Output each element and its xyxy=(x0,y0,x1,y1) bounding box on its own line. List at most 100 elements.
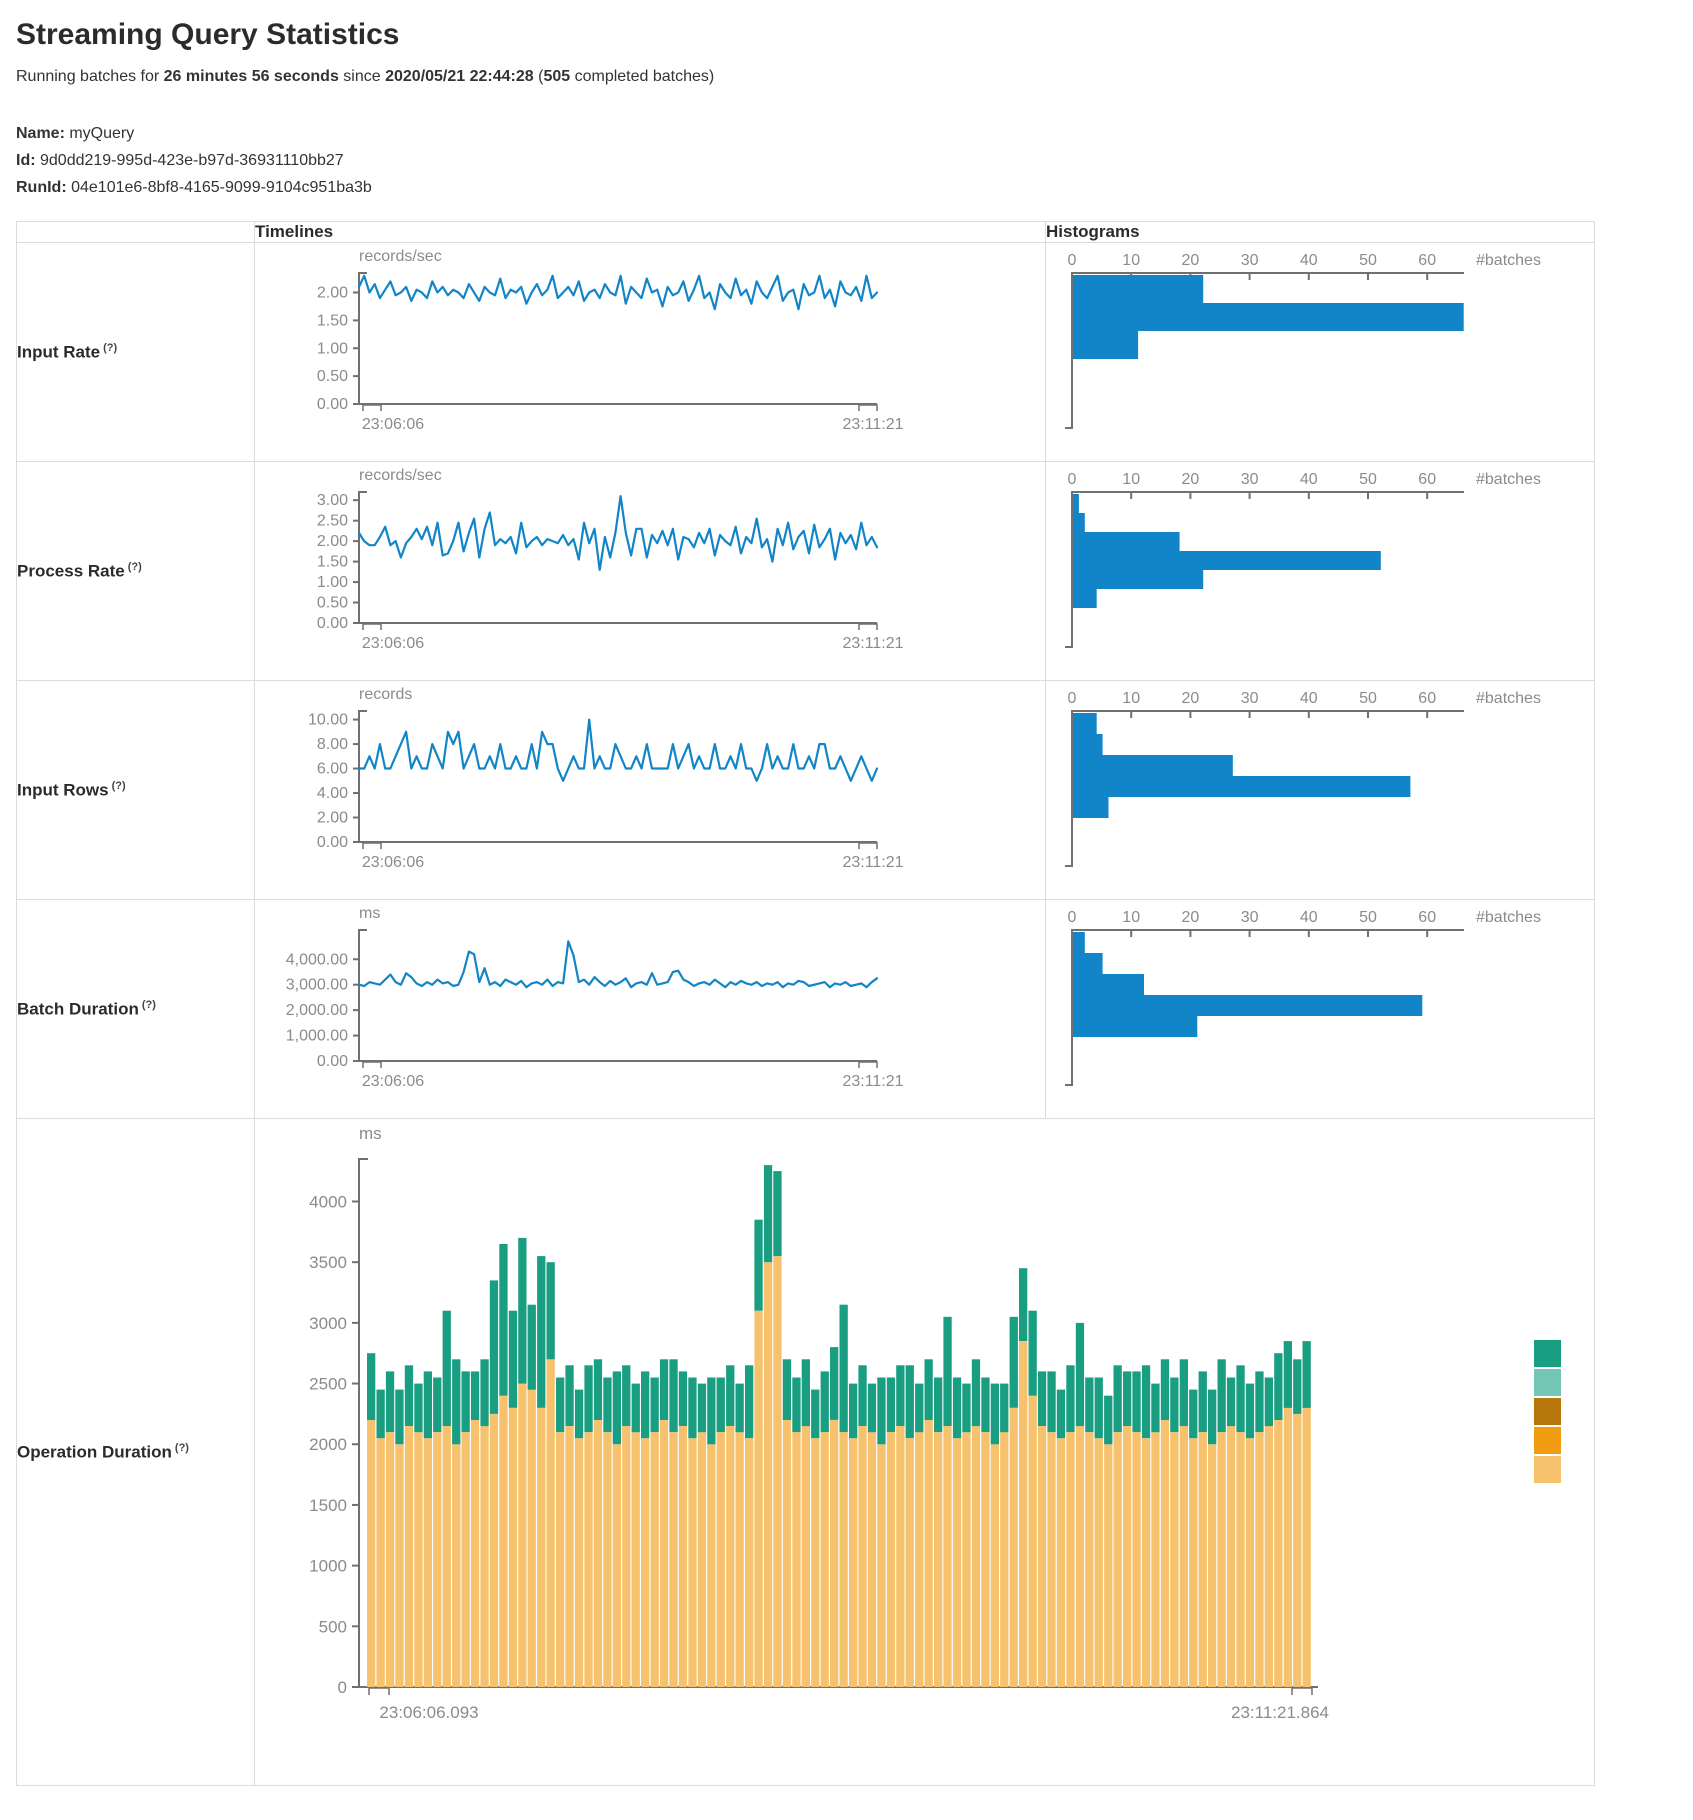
operation-duration-label-cell: Operation Duration (?) xyxy=(16,1118,255,1786)
legend-swatch-brown xyxy=(1534,1398,1561,1425)
input-rate-help-icon[interactable]: (?) xyxy=(103,341,118,354)
name-value: myQuery xyxy=(64,125,135,142)
statistics-table: Timelines Histograms Input Rate (?) recor… xyxy=(16,221,1595,1786)
start-timestamp: 2020/05/21 22:44:28 xyxy=(385,68,534,85)
svg-text:20: 20 xyxy=(1182,252,1200,269)
svg-text:60: 60 xyxy=(1418,909,1436,926)
page-title: Streaming Query Statistics xyxy=(16,18,400,51)
runid-value: 04e101e6-8bf8-4165-9099-9104c951ba3b xyxy=(66,179,372,196)
svg-text:23:11:21: 23:11:21 xyxy=(842,416,903,433)
svg-text:50: 50 xyxy=(1359,909,1377,926)
svg-text:#batches: #batches xyxy=(1476,471,1541,488)
svg-text:0: 0 xyxy=(1068,471,1077,488)
svg-text:60: 60 xyxy=(1418,690,1436,707)
operation-duration-stacked-chart: ms 0 500 1000 1500 2000 2500 3000 3500 4000 23:06:… xyxy=(255,1119,1594,1785)
running-duration: 26 minutes 56 seconds xyxy=(163,68,339,85)
svg-text:0.50: 0.50 xyxy=(317,595,348,612)
svg-text:50: 50 xyxy=(1359,252,1377,269)
operation-duration-legend xyxy=(1534,1340,1563,1485)
histograms-column-header: Histograms xyxy=(1045,221,1595,243)
query-runid-row: RunId: 04e101e6-8bf8-4165-9099-9104c951b… xyxy=(16,174,1677,201)
svg-text:30: 30 xyxy=(1241,690,1259,707)
svg-text:3000: 3000 xyxy=(309,1314,347,1333)
id-label: Id: xyxy=(16,152,36,169)
svg-text:40: 40 xyxy=(1300,252,1318,269)
svg-text:60: 60 xyxy=(1418,471,1436,488)
svg-text:10: 10 xyxy=(1122,909,1140,926)
svg-text:#batches: #batches xyxy=(1476,909,1541,926)
input-rows-label: Input Rows xyxy=(17,780,109,800)
svg-text:1,000.00: 1,000.00 xyxy=(286,1028,348,1045)
svg-text:40: 40 xyxy=(1300,690,1318,707)
process-rate-help-icon[interactable]: (?) xyxy=(127,560,142,573)
process-rate-row: Process Rate (?) records/sec 0.00 0.50 1.00 1… xyxy=(16,461,1595,681)
svg-text:2500: 2500 xyxy=(309,1375,347,1394)
summary-middle: since xyxy=(338,68,386,85)
svg-text:10: 10 xyxy=(1122,252,1140,269)
svg-text:23:06:06: 23:06:06 xyxy=(362,635,424,652)
input-rate-label: Input Rate xyxy=(17,342,101,362)
operation-duration-label: Operation Duration xyxy=(17,1442,172,1462)
process-rate-label: Process Rate xyxy=(17,561,125,581)
operation-duration-help-icon[interactable]: (?) xyxy=(174,1441,189,1454)
query-metadata: Name: myQuery Id: 9d0dd219-995d-423e-b97… xyxy=(16,120,1677,201)
completed-batches-count: 505 xyxy=(543,68,571,85)
svg-text:0.00: 0.00 xyxy=(317,396,348,413)
summary-prefix: Running batches for xyxy=(16,68,164,85)
name-label: Name: xyxy=(16,125,65,142)
svg-text:20: 20 xyxy=(1182,471,1200,488)
svg-text:50: 50 xyxy=(1359,690,1377,707)
svg-text:records/sec: records/sec xyxy=(359,248,442,265)
input-rows-help-icon[interactable]: (?) xyxy=(111,779,126,792)
svg-text:0.00: 0.00 xyxy=(317,834,348,851)
svg-text:#batches: #batches xyxy=(1476,252,1541,269)
svg-text:40: 40 xyxy=(1300,909,1318,926)
svg-text:1500: 1500 xyxy=(309,1496,347,1515)
svg-text:1.00: 1.00 xyxy=(317,574,348,591)
query-name-row: Name: myQuery xyxy=(16,120,1677,147)
paren-open: ( xyxy=(533,68,544,85)
process-rate-label-cell: Process Rate (?) xyxy=(16,461,255,681)
svg-text:0.50: 0.50 xyxy=(317,368,348,385)
svg-text:30: 30 xyxy=(1241,252,1259,269)
input-rate-timeline-chart: records/sec 0.00 0.50 1.00 1.50 2.00 23:06:06 2… xyxy=(254,242,1046,462)
svg-text:2.00: 2.00 xyxy=(317,810,348,827)
svg-text:records/sec: records/sec xyxy=(359,467,442,484)
svg-text:30: 30 xyxy=(1241,909,1259,926)
input-rows-timeline-chart: records 0.00 2.00 4.00 6.00 8.00 10.00 23:06:06… xyxy=(254,680,1046,900)
svg-text:1.00: 1.00 xyxy=(317,340,348,357)
header-empty-cell xyxy=(16,221,255,243)
process-rate-timeline-chart: records/sec 0.00 0.50 1.00 1.50 2.00 2.50 3.00 2… xyxy=(254,461,1046,681)
summary-suffix: completed batches) xyxy=(570,68,715,85)
svg-text:2,000.00: 2,000.00 xyxy=(286,1002,348,1019)
operation-duration-chart-cell: ms 0 500 1000 1500 2000 2500 3000 3500 4000 23:06:… xyxy=(254,1118,1595,1786)
operation-duration-row: Operation Duration (?) ms 0 500 1000 1500 2000… xyxy=(16,1118,1595,1786)
svg-text:#batches: #batches xyxy=(1476,690,1541,707)
svg-text:30: 30 xyxy=(1241,471,1259,488)
timelines-column-header: Timelines xyxy=(254,221,1046,243)
svg-text:8.00: 8.00 xyxy=(317,736,348,753)
svg-text:2.50: 2.50 xyxy=(317,513,348,530)
svg-text:4000: 4000 xyxy=(309,1192,347,1211)
svg-text:10: 10 xyxy=(1122,690,1140,707)
input-rate-label-cell: Input Rate (?) xyxy=(16,242,255,462)
svg-text:23:11:21: 23:11:21 xyxy=(842,1073,903,1090)
svg-text:1.50: 1.50 xyxy=(317,554,348,571)
input-rows-histogram-chart: 0 10 20 30 40 50 60 #batches xyxy=(1045,680,1595,900)
svg-text:3,000.00: 3,000.00 xyxy=(286,977,348,994)
process-rate-histogram-chart: 0 10 20 30 40 50 60 #batches xyxy=(1045,461,1595,681)
batch-duration-label-cell: Batch Duration (?) xyxy=(16,899,255,1119)
svg-text:3.00: 3.00 xyxy=(317,492,348,509)
svg-text:10.00: 10.00 xyxy=(308,712,348,729)
svg-text:ms: ms xyxy=(359,1124,382,1143)
svg-text:0: 0 xyxy=(338,1678,347,1697)
svg-text:2.00: 2.00 xyxy=(317,533,348,550)
svg-text:23:11:21: 23:11:21 xyxy=(842,635,903,652)
svg-text:1000: 1000 xyxy=(309,1557,347,1576)
svg-text:20: 20 xyxy=(1182,690,1200,707)
svg-text:50: 50 xyxy=(1359,471,1377,488)
svg-text:40: 40 xyxy=(1300,471,1318,488)
svg-text:records: records xyxy=(359,686,412,703)
batch-duration-help-icon[interactable]: (?) xyxy=(141,998,156,1011)
svg-text:23:11:21: 23:11:21 xyxy=(842,854,903,871)
